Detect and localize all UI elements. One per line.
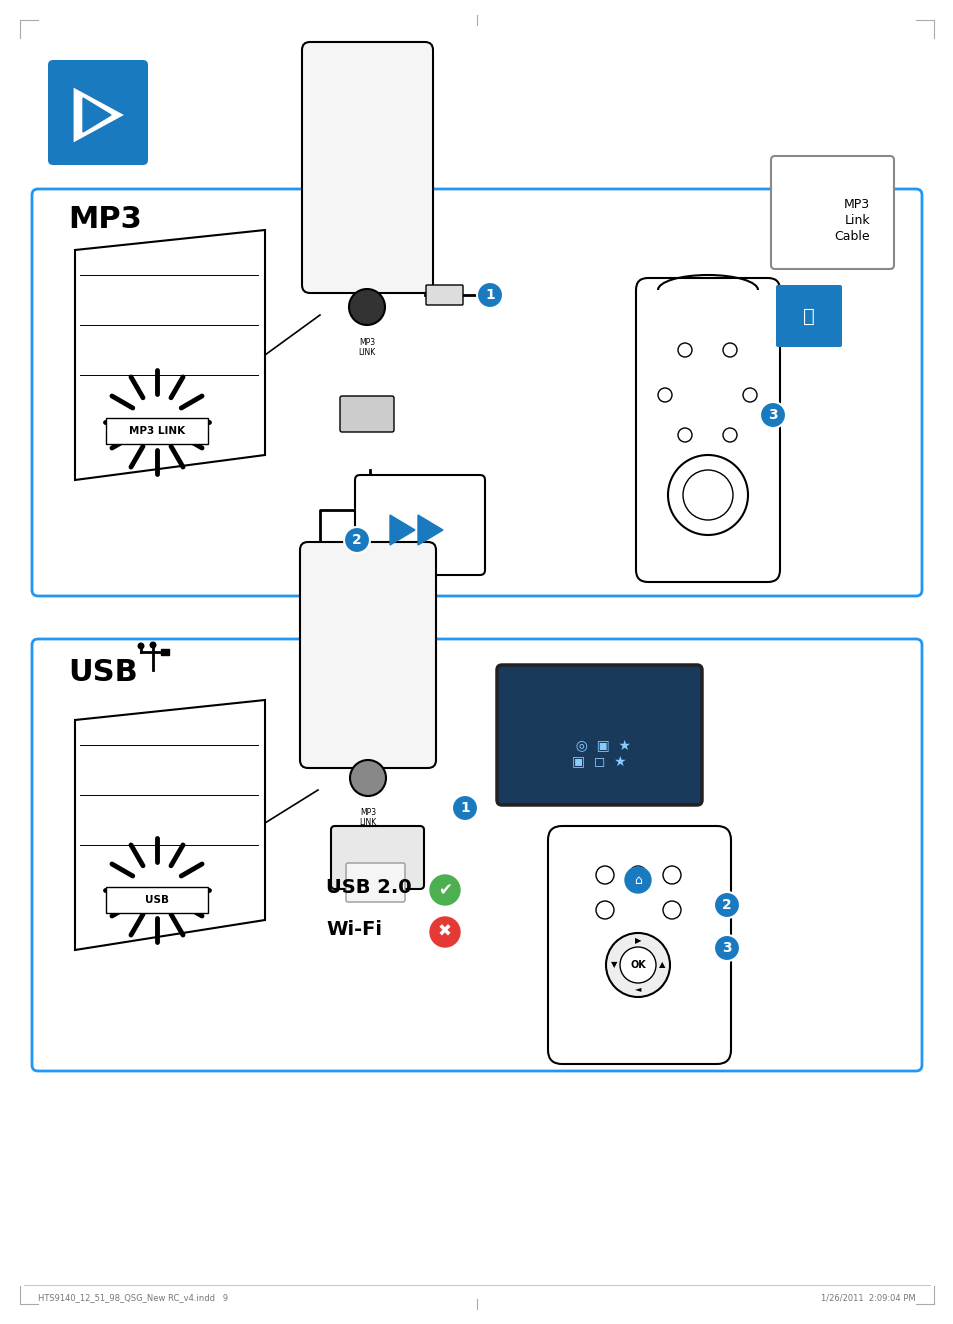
Circle shape <box>628 866 646 884</box>
Polygon shape <box>417 515 442 545</box>
Circle shape <box>476 282 502 308</box>
Circle shape <box>430 875 459 906</box>
Bar <box>161 649 169 655</box>
Circle shape <box>722 428 737 442</box>
Polygon shape <box>75 700 265 951</box>
Circle shape <box>658 388 671 402</box>
Text: 3: 3 <box>721 941 731 955</box>
FancyBboxPatch shape <box>106 418 208 444</box>
Text: ◎  ▣  ★
▣  ◻  ★: ◎ ▣ ★ ▣ ◻ ★ <box>566 737 630 768</box>
Circle shape <box>624 867 650 892</box>
FancyBboxPatch shape <box>547 826 730 1064</box>
Circle shape <box>662 902 680 919</box>
Text: 3: 3 <box>767 408 777 422</box>
Circle shape <box>713 892 740 918</box>
FancyBboxPatch shape <box>302 42 433 293</box>
Text: 2: 2 <box>352 534 361 547</box>
Text: OK: OK <box>630 960 645 970</box>
Text: ⌂: ⌂ <box>634 874 641 887</box>
Circle shape <box>150 642 156 649</box>
Text: 1: 1 <box>485 289 495 302</box>
FancyBboxPatch shape <box>426 285 462 305</box>
Text: ✔: ✔ <box>437 880 452 899</box>
Circle shape <box>137 642 144 650</box>
Text: USB 2.0: USB 2.0 <box>326 878 411 896</box>
Text: ▼: ▼ <box>610 960 617 969</box>
Polygon shape <box>75 90 121 140</box>
Bar <box>370 853 375 857</box>
Circle shape <box>349 289 385 324</box>
Circle shape <box>662 866 680 884</box>
Text: 2: 2 <box>721 898 731 912</box>
Circle shape <box>596 866 614 884</box>
Circle shape <box>722 343 737 357</box>
Text: MP3: MP3 <box>68 205 142 234</box>
FancyBboxPatch shape <box>346 863 405 902</box>
Text: 1: 1 <box>459 801 470 816</box>
Text: ▲: ▲ <box>659 960 664 969</box>
Circle shape <box>742 388 757 402</box>
Circle shape <box>713 935 740 961</box>
Text: MP3
LINK: MP3 LINK <box>358 338 375 357</box>
Text: 1/26/2011  2:09:04 PM: 1/26/2011 2:09:04 PM <box>821 1294 915 1303</box>
FancyBboxPatch shape <box>48 60 148 166</box>
Circle shape <box>344 527 370 553</box>
Text: HTS9140_12_51_98_QSG_New RC_v4.indd   9: HTS9140_12_51_98_QSG_New RC_v4.indd 9 <box>38 1294 228 1303</box>
FancyBboxPatch shape <box>775 285 841 347</box>
FancyBboxPatch shape <box>355 475 484 575</box>
Text: ✖: ✖ <box>437 923 452 941</box>
Circle shape <box>760 402 785 428</box>
Text: Wi-Fi: Wi-Fi <box>326 919 381 939</box>
Text: ▶: ▶ <box>634 936 640 945</box>
Polygon shape <box>75 230 265 481</box>
Text: USB: USB <box>68 658 137 687</box>
Text: MP3
Link
Cable: MP3 Link Cable <box>834 199 869 244</box>
Circle shape <box>350 760 386 796</box>
Text: MP3
LINK: MP3 LINK <box>359 808 376 828</box>
Circle shape <box>596 902 614 919</box>
FancyBboxPatch shape <box>636 278 780 583</box>
Text: USB: USB <box>145 895 169 906</box>
Circle shape <box>619 947 656 982</box>
FancyBboxPatch shape <box>32 639 921 1071</box>
Circle shape <box>682 470 732 520</box>
FancyBboxPatch shape <box>106 887 208 914</box>
FancyBboxPatch shape <box>497 665 701 805</box>
FancyBboxPatch shape <box>770 156 893 269</box>
Circle shape <box>667 455 747 535</box>
Text: 📦: 📦 <box>802 306 814 326</box>
Circle shape <box>605 933 669 997</box>
Polygon shape <box>390 515 415 545</box>
Circle shape <box>452 794 477 821</box>
Circle shape <box>678 343 691 357</box>
Text: ◄: ◄ <box>634 985 640 993</box>
FancyBboxPatch shape <box>339 396 394 432</box>
FancyBboxPatch shape <box>32 189 921 596</box>
Text: MP3 LINK: MP3 LINK <box>129 426 185 436</box>
Polygon shape <box>83 98 111 132</box>
FancyBboxPatch shape <box>299 542 436 768</box>
Circle shape <box>430 918 459 947</box>
Circle shape <box>678 428 691 442</box>
FancyBboxPatch shape <box>331 826 423 888</box>
